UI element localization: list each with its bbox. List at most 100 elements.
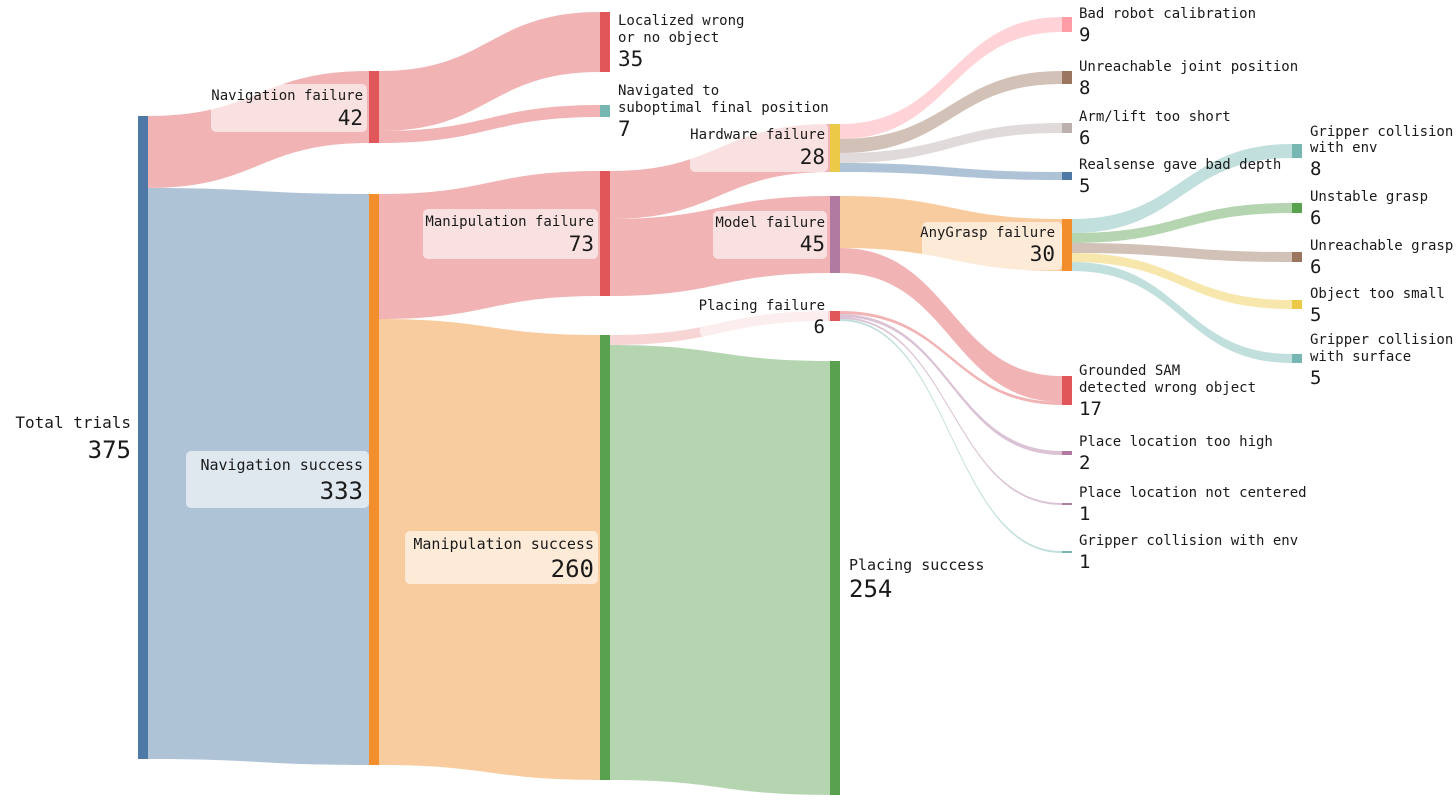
label-box-model [713, 211, 827, 259]
node-label-bad-calib: Bad robot calibration [1079, 6, 1256, 22]
node-label-arm-short: Arm/lift too short [1079, 109, 1231, 125]
label-box-anygrasp [922, 222, 1062, 270]
node-label-localized: Localized wrong or no object [618, 13, 744, 46]
node-bar-unstable [1292, 203, 1302, 213]
node-bar-manip_fail [600, 171, 610, 296]
node-bar-unreach_joint [1062, 71, 1072, 84]
node-value-anygrasp: 30 [1030, 242, 1055, 266]
node-label-anygrasp: AnyGrasp failure [920, 225, 1055, 241]
label-boxes-layer [186, 84, 1062, 584]
node-value-place-center: 1 [1079, 503, 1090, 525]
label-box-manip_fail [423, 209, 598, 259]
node-bar-arm_short [1062, 123, 1072, 133]
link-nav_fail-to-localized [379, 12, 600, 131]
node-label-gripper-env-place: Gripper collision with env [1079, 533, 1298, 549]
node-value-total: 375 [88, 436, 131, 464]
link-placing_fail-to-grounded_sam [840, 311, 1062, 405]
label-box-manip_succ [405, 531, 598, 584]
node-value-model: 45 [800, 232, 825, 256]
node-value-placing-succ: 254 [849, 575, 892, 603]
node-value-localized: 35 [618, 47, 643, 71]
node-bar-gripper_env_place [1062, 551, 1072, 553]
node-value-gripper-env: 8 [1310, 158, 1321, 180]
node-label-gripper-surface: Gripper collision with surface [1310, 332, 1453, 365]
node-value-obj-small: 5 [1310, 304, 1321, 326]
node-bar-manip_succ [600, 335, 610, 780]
node-label-place-center: Place location not centered [1079, 485, 1307, 501]
gripper-env-line-2: with env [1310, 140, 1377, 156]
link-placing_fail-to-place_center [840, 317, 1062, 505]
node-value-hardware: 28 [800, 145, 825, 169]
node-label-grounded-sam: Grounded SAM detected wrong object [1079, 363, 1256, 396]
node-bar-gripper_env [1292, 144, 1302, 158]
node-bar-realsense [1062, 172, 1072, 180]
node-value-nav-succ: 333 [320, 477, 363, 505]
node-value-manip-succ: 260 [551, 555, 594, 583]
node-label-obj-small: Object too small [1310, 286, 1445, 302]
link-placing_fail-to-gripper_env_place [840, 319, 1062, 553]
node-value-navigated: 7 [618, 117, 631, 141]
node-value-bad-calib: 9 [1079, 24, 1090, 46]
node-value-gripper-env-place: 1 [1079, 551, 1090, 573]
node-value-place-high: 2 [1079, 452, 1090, 474]
localized-line-1: Localized wrong [618, 13, 744, 29]
navigated-line-1: Navigated to [618, 83, 719, 99]
labels-layer: Total trials 375 Navigation failure 42 N… [15, 6, 1453, 603]
node-bar-nav_fail [369, 71, 379, 143]
node-bar-navigated [600, 105, 610, 117]
node-value-unstable: 6 [1310, 207, 1321, 229]
link-placing_fail-to-place_high [840, 314, 1062, 455]
link-nav_fail-to-navigated [379, 105, 600, 143]
node-bar-place_high [1062, 451, 1072, 455]
node-bar-nav_succ [369, 194, 379, 765]
node-label-unreach-joint: Unreachable joint position [1079, 59, 1298, 75]
node-bar-hardware [830, 124, 840, 172]
link-hardware-to-unreach_joint [840, 71, 1062, 153]
node-value-realsense: 5 [1079, 175, 1090, 197]
link-manip_succ-to-placing_succ [610, 345, 830, 795]
nodes-layer [138, 12, 1302, 795]
node-label-placing-succ: Placing success [849, 556, 984, 574]
node-value-arm-short: 6 [1079, 127, 1090, 149]
node-bar-placing_succ [830, 361, 840, 795]
node-bar-total [138, 116, 148, 759]
link-anygrasp-to-unreach_grasp [1072, 243, 1292, 262]
node-value-placing-fail: 6 [814, 316, 825, 338]
node-bar-obj_small [1292, 300, 1302, 309]
node-bar-grounded_sam [1062, 376, 1072, 405]
grounded-sam-line-1: Grounded SAM [1079, 363, 1180, 379]
node-value-nav-fail: 42 [338, 106, 363, 130]
node-value-gripper-surface: 5 [1310, 367, 1321, 389]
label-box-placing_fail [700, 297, 828, 337]
gripper-env-line-1: Gripper collision [1310, 124, 1453, 140]
node-label-place-high: Place location too high [1079, 434, 1273, 450]
node-label-model: Model failure [715, 215, 825, 231]
node-label-nav-fail: Navigation failure [211, 88, 363, 104]
node-label-total: Total trials [15, 413, 131, 432]
node-bar-place_center [1062, 503, 1072, 505]
node-bar-unreach_grasp [1292, 252, 1302, 262]
localized-line-2: or no object [618, 30, 719, 46]
node-label-gripper-env: Gripper collision with env [1310, 124, 1453, 156]
node-bar-localized [600, 12, 610, 72]
navigated-line-2: suboptimal final position [618, 100, 829, 116]
link-anygrasp-to-obj_small [1072, 253, 1292, 309]
node-label-manip-succ: Manipulation success [413, 535, 594, 553]
gripper-surface-line-1: Gripper collision [1310, 332, 1453, 348]
node-label-nav-succ: Navigation success [200, 456, 363, 474]
node-value-unreach-joint: 8 [1079, 77, 1090, 99]
node-value-manip-fail: 73 [569, 232, 594, 256]
node-label-manip-fail: Manipulation failure [425, 214, 594, 230]
node-value-grounded-sam: 17 [1079, 398, 1102, 420]
node-bar-placing_fail [830, 311, 840, 321]
node-label-unreach-grasp: Unreachable grasp [1310, 238, 1453, 254]
node-label-placing-fail: Placing failure [699, 298, 825, 314]
node-bar-gripper_surface [1292, 354, 1302, 363]
label-box-hardware [690, 123, 828, 172]
node-bar-model [830, 196, 840, 273]
node-bar-bad_calib [1062, 17, 1072, 32]
node-label-unstable: Unstable grasp [1310, 189, 1428, 205]
node-bar-anygrasp [1062, 219, 1072, 271]
